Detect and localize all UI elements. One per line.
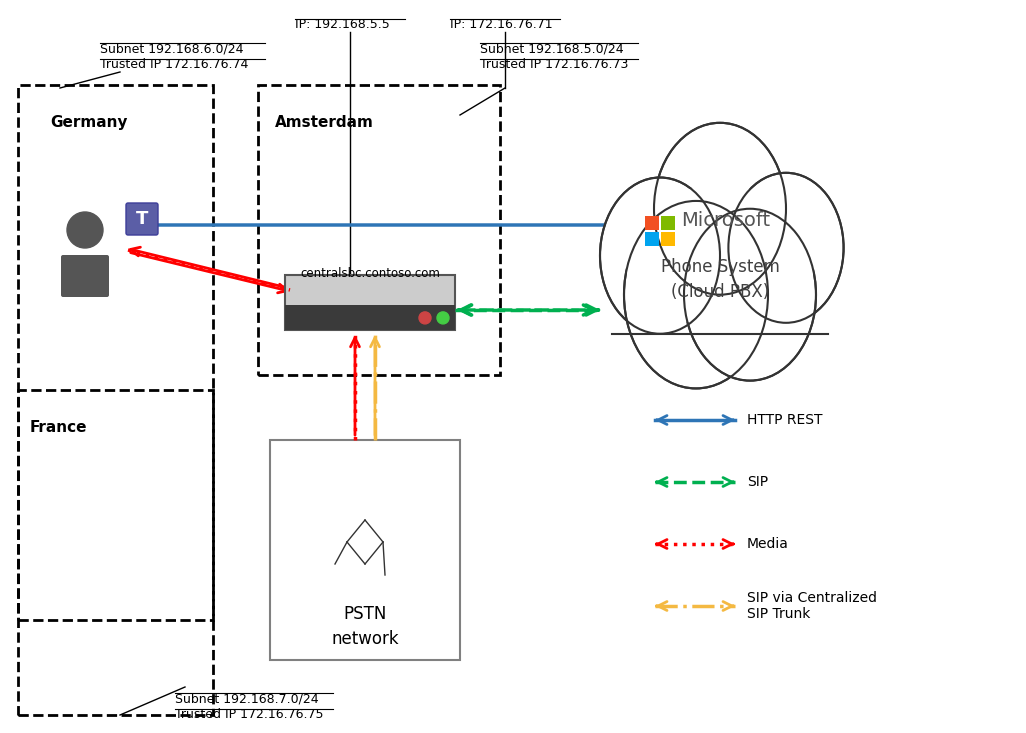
Text: Amsterdam: Amsterdam [275,115,373,130]
Text: Trusted IP 172.16.76.75: Trusted IP 172.16.76.75 [175,708,323,721]
Text: Subnet 192.168.5.0/24: Subnet 192.168.5.0/24 [480,42,624,55]
Ellipse shape [600,177,720,334]
Ellipse shape [728,173,843,323]
Text: Subnet 192.168.6.0/24: Subnet 192.168.6.0/24 [100,42,243,55]
Text: SIP via Centralized
SIP Trunk: SIP via Centralized SIP Trunk [747,591,877,621]
Text: PSTN
network: PSTN network [331,605,399,648]
FancyBboxPatch shape [61,255,109,297]
Text: centralsbc.contoso.com: centralsbc.contoso.com [300,267,440,280]
Bar [661,216,675,230]
Text: Media: Media [747,537,789,551]
Bar [645,216,659,230]
Text: IP: 172.16.76.71: IP: 172.16.76.71 [450,18,553,31]
Text: HTTP REST: HTTP REST [747,413,823,427]
Ellipse shape [684,209,816,380]
Text: T: T [135,210,148,228]
Bar [18,85,213,620]
FancyBboxPatch shape [285,305,455,330]
Ellipse shape [654,123,786,295]
Text: Microsoft: Microsoft [681,212,771,230]
FancyBboxPatch shape [270,440,460,660]
Circle shape [437,312,449,324]
Text: Phone System
(Cloud PBX): Phone System (Cloud PBX) [661,258,780,301]
Ellipse shape [624,201,768,388]
Ellipse shape [624,185,816,326]
Text: Trusted IP 172.16.76.73: Trusted IP 172.16.76.73 [480,58,628,71]
FancyBboxPatch shape [126,203,158,235]
Text: France: France [30,420,87,435]
FancyBboxPatch shape [285,275,455,330]
Text: Trusted IP 172.16.76.74: Trusted IP 172.16.76.74 [100,58,248,71]
Circle shape [419,312,431,324]
Bar [18,390,213,715]
Bar [661,232,675,246]
FancyBboxPatch shape [611,256,828,334]
Bar [258,85,500,375]
Text: Germany: Germany [50,115,127,130]
Bar [645,232,659,246]
Text: Subnet 192.168.7.0/24: Subnet 192.168.7.0/24 [175,692,319,705]
Text: IP: 192.168.5.5: IP: 192.168.5.5 [295,18,390,31]
Text: SIP: SIP [747,475,768,489]
Circle shape [67,212,103,248]
